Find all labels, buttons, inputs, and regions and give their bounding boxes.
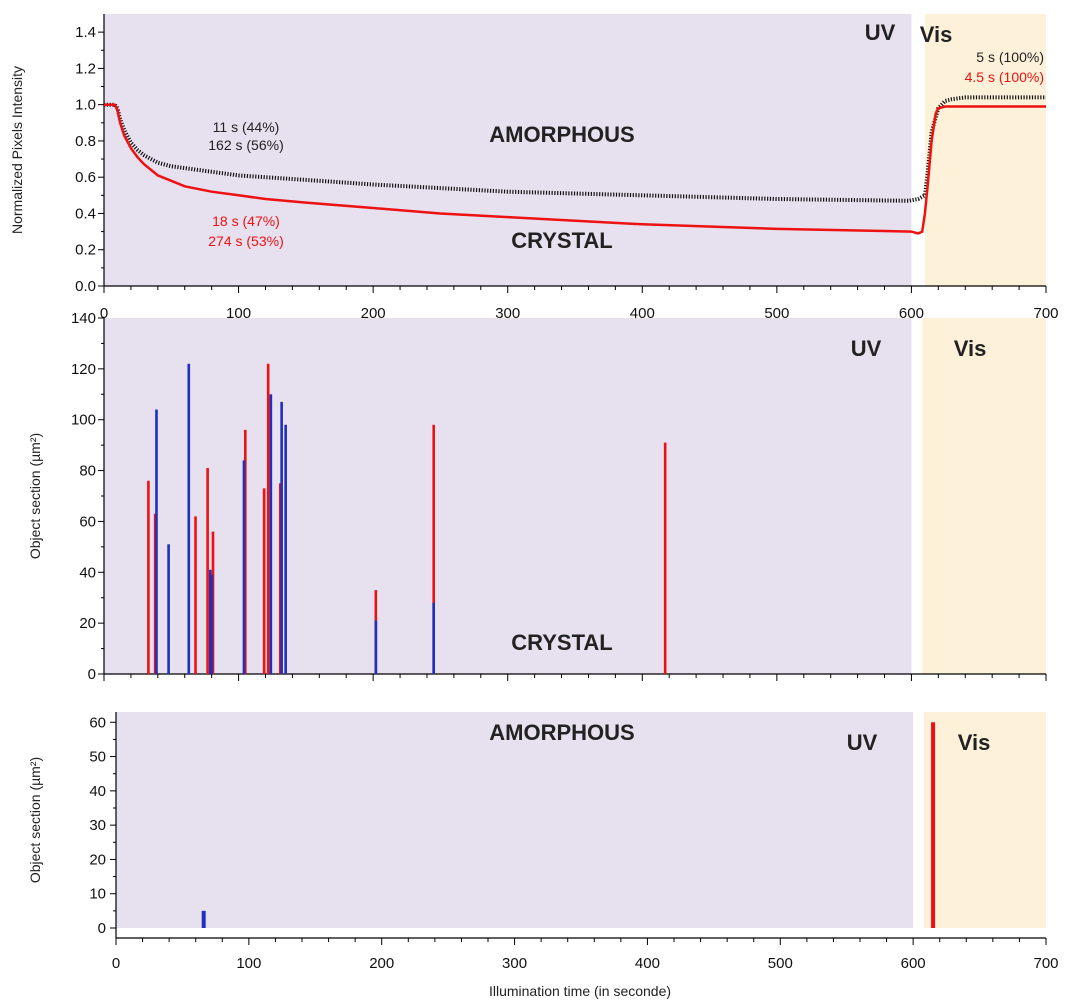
- y-tick-label: 30: [89, 817, 106, 834]
- region-vis: [922, 318, 1046, 674]
- y-tick-label: 20: [79, 615, 96, 632]
- y-tick-label: 80: [79, 463, 96, 480]
- x-axis-title: Illumination time (in seconde): [489, 983, 671, 999]
- bar-red: [206, 468, 209, 674]
- bar-red: [931, 722, 936, 928]
- annotation: UV: [847, 730, 878, 755]
- bar-blue: [374, 620, 378, 674]
- bar-red: [153, 513, 157, 674]
- y-tick-label: 0.4: [75, 205, 96, 222]
- bar-red: [194, 516, 197, 674]
- x-tick-label: 200: [369, 955, 394, 972]
- bar-blue: [209, 569, 212, 674]
- region-uv: [116, 712, 914, 928]
- y-tick-label: 60: [89, 714, 106, 731]
- x-tick-label: 400: [630, 305, 655, 322]
- y-axis-title: Normalized Pixels Intensity: [9, 66, 25, 234]
- x-tick-label: 0: [100, 305, 108, 322]
- x-tick-label: 200: [361, 305, 386, 322]
- y-tick-label: 100: [71, 412, 96, 429]
- annotation: 162 s (56%): [208, 137, 283, 153]
- y-tick-label: 0.6: [75, 169, 96, 186]
- bar-blue: [201, 910, 206, 928]
- region-uv: [104, 14, 912, 286]
- intensity-panel: 0.0 0.2 0.4 0.6 0.8 1.0 1.2 1.4 0 100 200 300 400 500…: [9, 14, 1059, 347]
- region-uv: [104, 318, 912, 674]
- x-tick-label: 500: [768, 955, 793, 972]
- bar-blue: [167, 544, 170, 674]
- bar-red: [278, 483, 282, 674]
- y-tick-label: 1.4: [75, 24, 96, 41]
- y-axis-title: Object section (µm²): [27, 757, 43, 883]
- annotation: 11 s (44%): [213, 119, 280, 135]
- y-tick-label: 120: [71, 361, 96, 378]
- y-tick-label: 0: [98, 920, 106, 937]
- y-tick-label: 0.0: [75, 278, 96, 295]
- x-tick-label: 600: [901, 955, 926, 972]
- bar-red: [663, 442, 667, 674]
- y-tick-label: 40: [79, 564, 96, 581]
- bar-blue: [242, 460, 246, 674]
- y-tick-label: 1.0: [75, 97, 96, 114]
- y-tick-label: 1.2: [75, 60, 96, 77]
- bar-red: [432, 424, 435, 674]
- y-axis-title: Object section (µm²): [27, 433, 43, 559]
- annotation: Vis: [954, 336, 987, 361]
- x-tick-label: 500: [764, 305, 789, 322]
- bar-red: [262, 488, 266, 674]
- bar-red: [244, 429, 247, 674]
- bar-blue: [269, 394, 273, 674]
- x-tick-label: 0: [112, 955, 120, 972]
- annotation: CRYSTAL: [511, 630, 612, 655]
- bar-blue: [155, 409, 158, 674]
- bar-blue: [280, 401, 283, 674]
- bar-red: [147, 480, 150, 674]
- bar-red: [266, 363, 270, 674]
- annotation: Vis: [920, 22, 953, 47]
- annotation: AMORPHOUS: [489, 720, 634, 745]
- y-tick-label: 0: [88, 666, 96, 683]
- bar-blue: [187, 363, 191, 674]
- x-tick-label: 700: [1033, 955, 1058, 972]
- annotation: 5 s (100%): [976, 49, 1044, 65]
- y-tick-label: 60: [79, 513, 96, 530]
- y-tick-label: 40: [89, 783, 106, 800]
- bar-blue: [432, 602, 435, 674]
- y-tick-label: 140: [71, 310, 96, 327]
- annotation: 274 s (53%): [208, 233, 283, 249]
- annotation: Vis: [958, 730, 991, 755]
- annotation: 4.5 s (100%): [965, 69, 1044, 85]
- region-vis: [923, 712, 1046, 928]
- region-vis: [924, 14, 1046, 286]
- y-tick-label: 10: [89, 886, 106, 903]
- x-tick-label: 100: [236, 955, 261, 972]
- annotation: 18 s (47%): [212, 213, 280, 229]
- y-tick-label: 20: [89, 851, 106, 868]
- y-tick-label: 0.8: [75, 133, 96, 150]
- x-tick-label: 700: [1033, 305, 1058, 322]
- bar-blue: [210, 574, 213, 674]
- annotation: CRYSTAL: [511, 228, 612, 253]
- annotation: UV: [865, 20, 896, 45]
- bar-red: [211, 531, 215, 674]
- x-tick-label: 600: [899, 305, 924, 322]
- annotation: AMORPHOUS: [489, 122, 634, 147]
- crystal-bar-panel: 0 20 40 60 80 100 120 140 Object section (µm²) UV…: [27, 310, 1047, 683]
- x-tick-label: 100: [226, 305, 251, 322]
- bar-blue: [284, 424, 287, 674]
- series-line-crystal: [104, 103, 1046, 235]
- x-tick-label: 400: [635, 955, 660, 972]
- y-tick-label: 0.2: [75, 242, 96, 259]
- annotation: UV: [851, 336, 882, 361]
- x-tick-label: 300: [502, 955, 527, 972]
- x-tick-label: 300: [495, 305, 520, 322]
- y-tick-label: 50: [89, 749, 106, 766]
